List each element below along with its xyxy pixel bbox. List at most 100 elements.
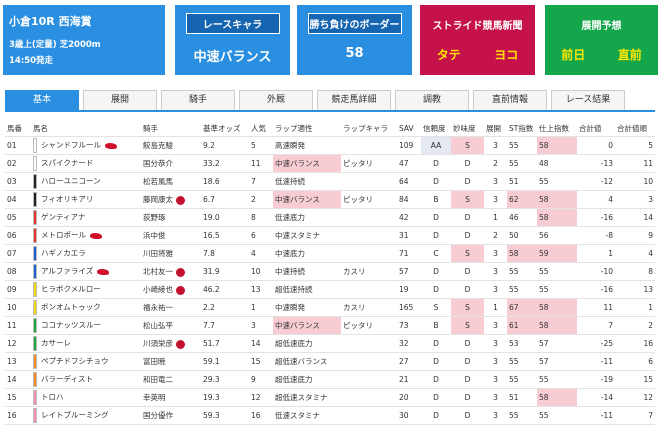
cell-text: B xyxy=(433,195,439,204)
cell: D xyxy=(451,154,484,173)
border-label: 勝ち負けのボーダー xyxy=(307,13,402,34)
cell-text: 中速バランス xyxy=(275,159,320,168)
tab[interactable]: 競走馬詳細 xyxy=(317,90,391,110)
cell-text: 7.7 xyxy=(203,321,215,330)
column-header: 合計値 xyxy=(577,120,615,137)
cell-text[interactable]: カサーレ xyxy=(41,338,71,348)
cell: -25 xyxy=(577,334,615,353)
cell: -16 xyxy=(577,208,615,227)
cell: 15 xyxy=(5,388,31,407)
cell: D xyxy=(421,406,451,425)
cell: 57 xyxy=(537,334,577,353)
cell-text: 3 xyxy=(493,141,498,150)
tab[interactable]: 展開 xyxy=(83,90,157,110)
tab[interactable]: レース結果 xyxy=(551,90,625,110)
frame-color xyxy=(33,354,37,369)
cell-text: D xyxy=(433,375,439,384)
stride-option[interactable]: タテ xyxy=(436,48,461,62)
tab[interactable]: 基本 xyxy=(5,90,79,110)
tab[interactable]: 調教 xyxy=(395,90,469,110)
cell-text: 55 xyxy=(539,267,549,276)
cell: 55 xyxy=(507,154,537,173)
cell: 31 xyxy=(397,226,421,245)
tab[interactable]: 外厩 xyxy=(239,90,313,110)
cell: 1 xyxy=(484,208,507,227)
cell-text[interactable]: ゲンティアナ xyxy=(41,212,86,222)
cell-text: 10 xyxy=(7,303,17,312)
cell-text[interactable]: トロハ xyxy=(41,392,64,402)
cell: 53 xyxy=(507,334,537,353)
cell-text: -16 xyxy=(600,213,613,222)
stride-option[interactable]: ヨコ xyxy=(494,48,519,62)
cell-text: 08 xyxy=(7,267,17,276)
cell-text[interactable]: ヒラボクメルロー xyxy=(41,284,101,294)
cell: 富田暁 xyxy=(141,352,201,371)
cell: 中速バランス xyxy=(273,316,341,335)
cell: 9 xyxy=(249,370,273,389)
cell-text: カスリ xyxy=(343,267,366,276)
cell-text: S xyxy=(465,321,470,330)
cell-text[interactable]: ハローユニコーン xyxy=(41,176,101,186)
cell-text[interactable]: ボンオムトゥック xyxy=(41,302,101,312)
cell-text: 11 xyxy=(643,159,653,168)
tab[interactable]: 騎手 xyxy=(161,90,235,110)
cell: 幸英明 xyxy=(141,388,201,407)
cell-text[interactable]: メトロポール xyxy=(41,230,86,240)
cell xyxy=(341,334,397,353)
cell: 16 xyxy=(615,334,655,353)
cell: D xyxy=(421,370,451,389)
cell-text[interactable]: シャンドフルール xyxy=(41,140,101,150)
cell: 15 xyxy=(249,352,273,371)
cell-text: 55 xyxy=(539,285,549,294)
cell: 3 xyxy=(484,136,507,155)
border-box: 勝ち負けのボーダー 58 xyxy=(297,5,412,75)
cell: 11 xyxy=(249,154,273,173)
cell-text[interactable]: ハギノカエラ xyxy=(41,248,86,258)
cell-text: 55 xyxy=(509,411,519,420)
cell-text[interactable]: バラーディスト xyxy=(41,374,93,384)
cell: 29.3 xyxy=(201,370,249,389)
cell: D xyxy=(451,172,484,191)
cell: ボンオムトゥック xyxy=(31,298,141,317)
race-title: 小倉10R 西海賞 xyxy=(9,15,92,28)
cell: 3 xyxy=(484,316,507,335)
cell-text: D xyxy=(464,213,471,222)
horse-icon xyxy=(105,142,117,149)
cell: 47 xyxy=(397,154,421,173)
stride-box: ストライド競馬新聞 タテ ヨコ xyxy=(420,5,535,75)
cell-text[interactable]: ペプチドフシチョウ xyxy=(41,356,109,366)
cell-text: 57 xyxy=(399,267,409,276)
forecast-option[interactable]: 直前 xyxy=(617,48,642,62)
column-header: 騎手 xyxy=(141,120,201,137)
cell: 3 xyxy=(484,172,507,191)
frame-color xyxy=(33,156,37,171)
cell-text: 11 xyxy=(7,321,17,330)
cell: 5 xyxy=(249,136,273,155)
cell: 46 xyxy=(507,208,537,227)
cell-text: D xyxy=(433,393,439,402)
cell-text: 6 xyxy=(251,231,256,240)
frame-color xyxy=(33,372,37,387)
cell-text[interactable]: アルファライズ xyxy=(41,266,94,276)
frame-color xyxy=(33,138,37,153)
forecast-option[interactable]: 前日 xyxy=(561,48,586,62)
column-header: 馬名 xyxy=(31,120,141,137)
cell: 71 xyxy=(397,244,421,263)
cell-text[interactable]: スパイクナード xyxy=(41,158,94,168)
cell: 3 xyxy=(484,388,507,407)
cell-text[interactable]: ココナッツスルー xyxy=(41,320,101,330)
cell: カスリ xyxy=(341,262,397,281)
cell-text[interactable]: レイトブルーミング xyxy=(41,410,109,420)
cell: 32 xyxy=(397,334,421,353)
tab[interactable]: 直前情報 xyxy=(473,90,547,110)
cell: 和田竜二 xyxy=(141,370,201,389)
jockey-icon xyxy=(176,195,185,205)
cell: 超低速バランス xyxy=(273,352,341,371)
cell-text: 01 xyxy=(7,141,17,150)
cell: 55 xyxy=(507,136,537,155)
cell-text[interactable]: フィオリキアリ xyxy=(41,194,94,204)
cell-text: S xyxy=(433,303,439,312)
race-chara-label: レースキャラ xyxy=(185,13,280,34)
cell-text: 松山弘平 xyxy=(143,321,173,330)
cell-text: D xyxy=(433,411,439,420)
